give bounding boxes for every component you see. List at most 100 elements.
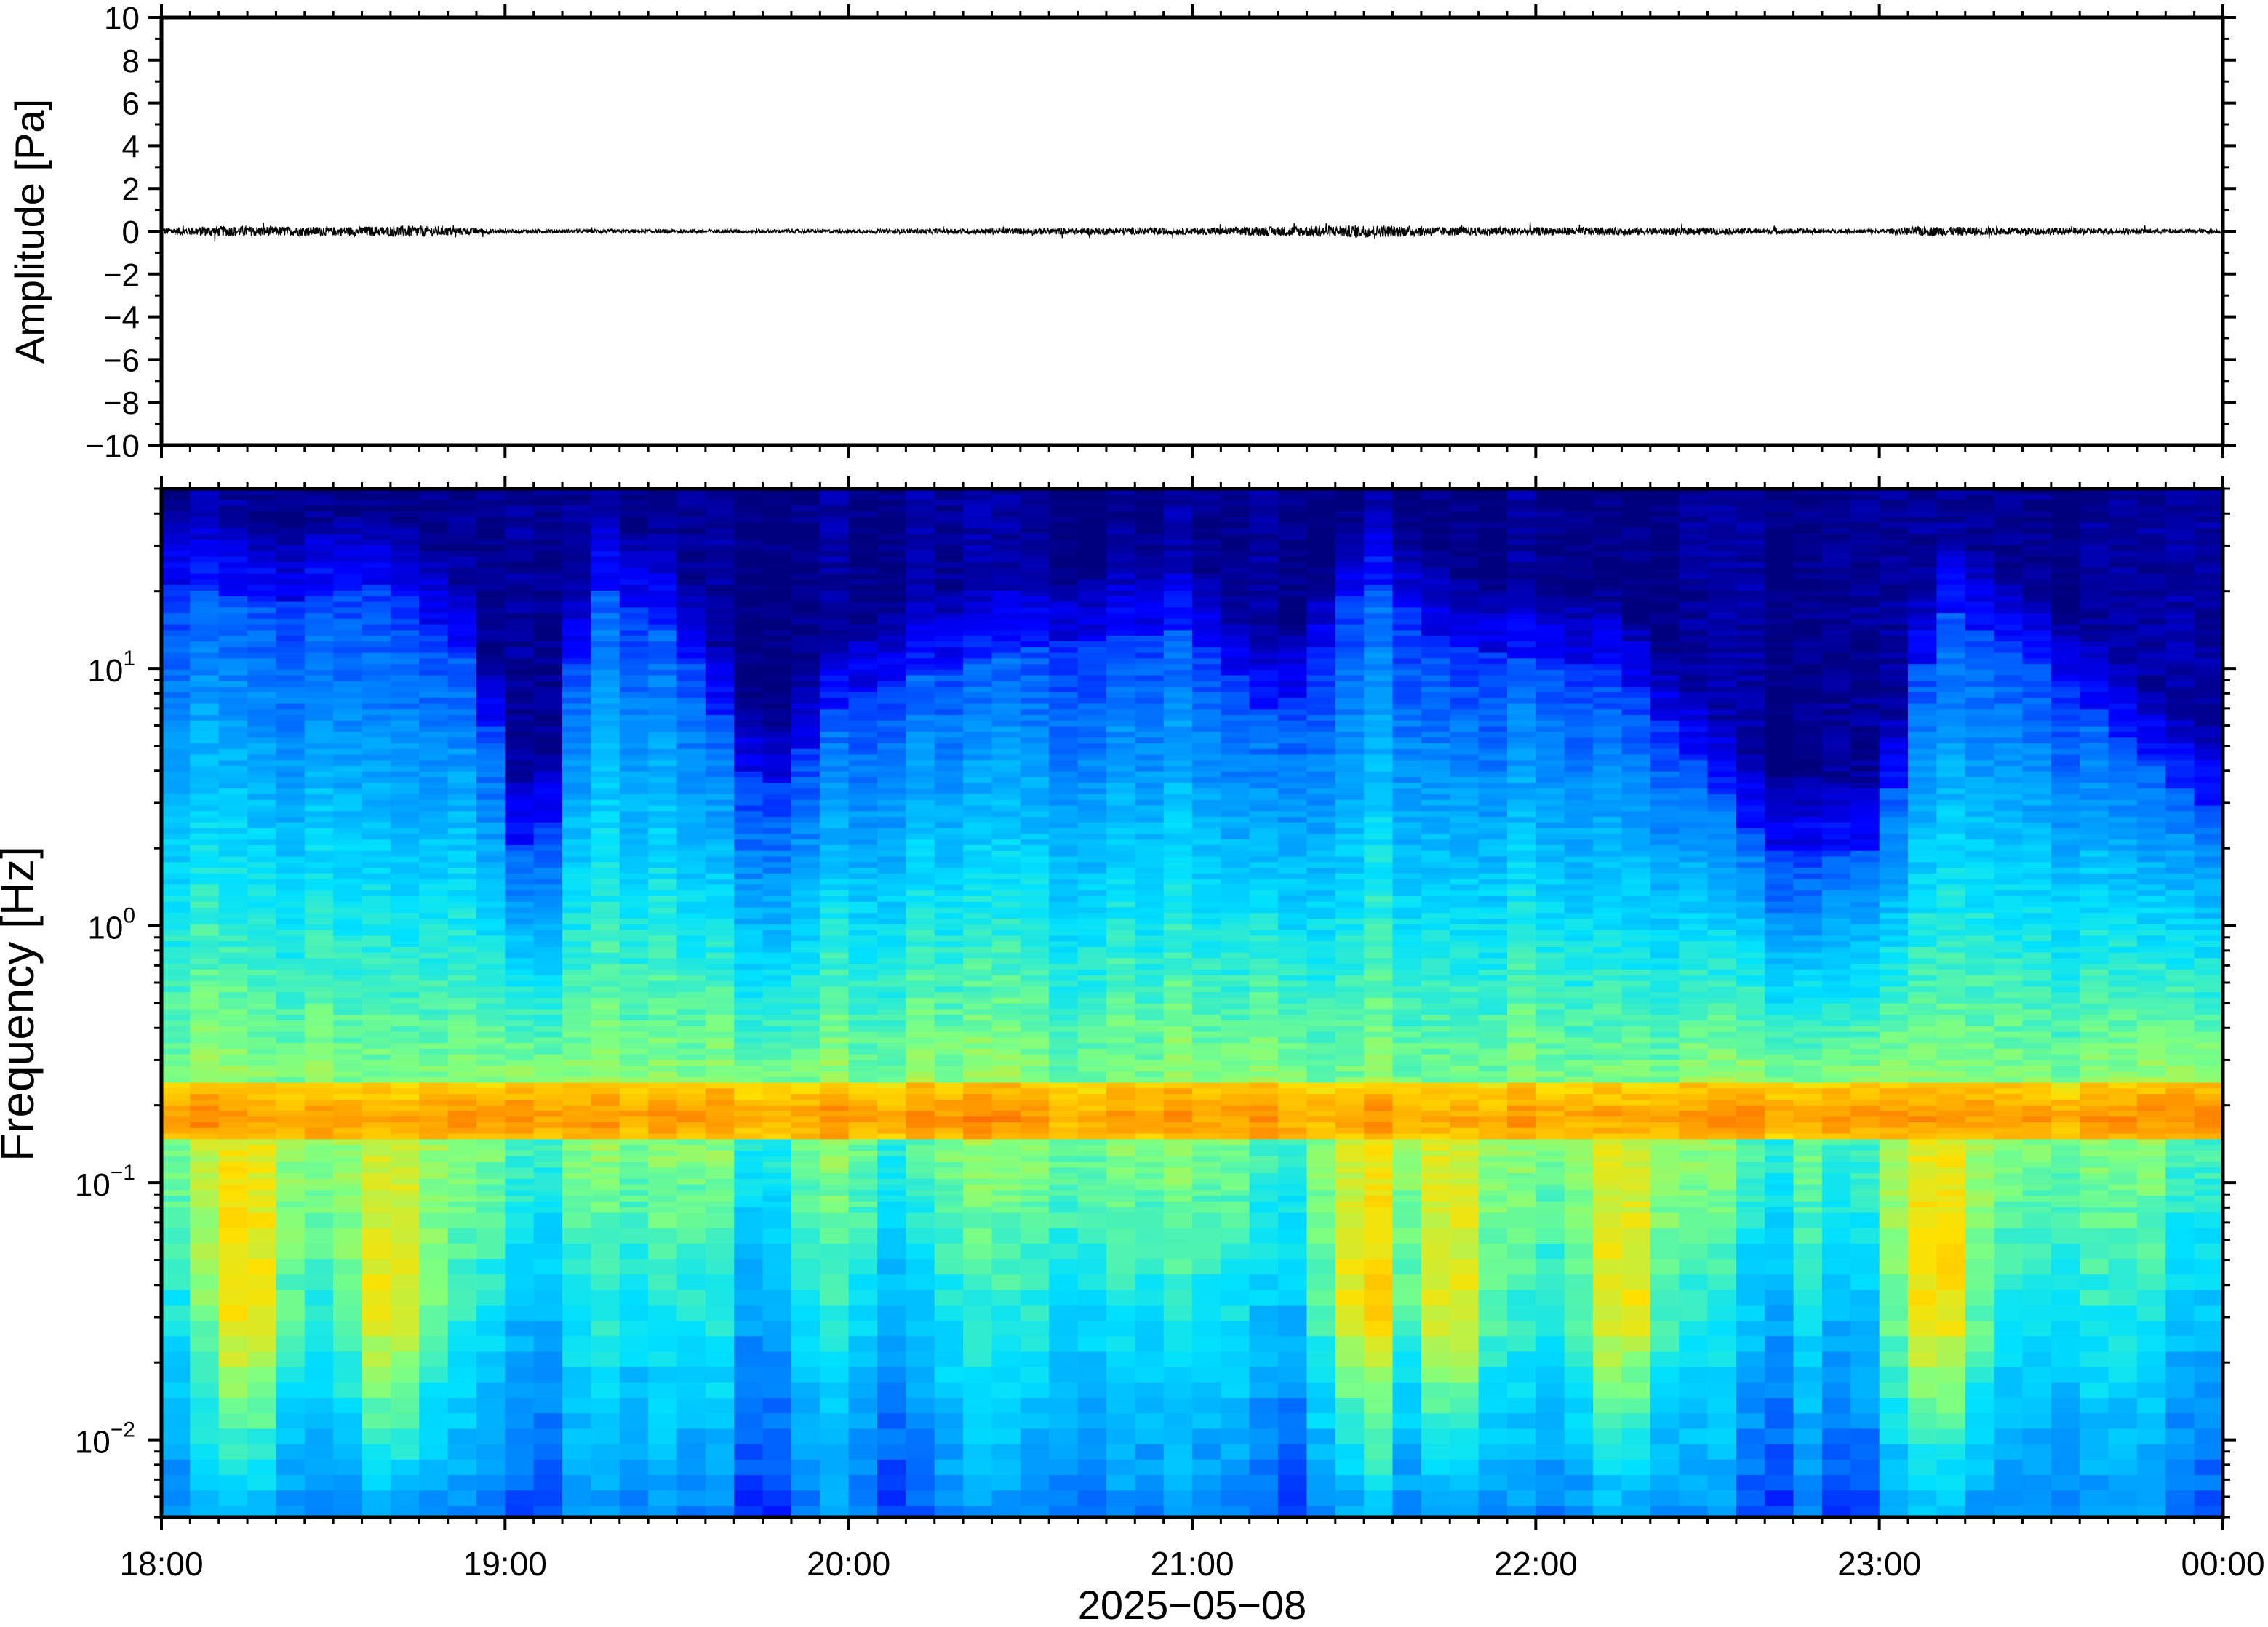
spectrogram-cell: [906, 1259, 935, 1275]
spectrogram-cell: [190, 1032, 219, 1038]
spectrogram-cell: [161, 676, 191, 681]
spectrogram-cell: [276, 1413, 305, 1429]
spectrogram-cell: [677, 523, 706, 529]
spectrogram-cell: [247, 986, 276, 992]
spectrogram-cell: [591, 941, 620, 947]
spectrogram-cell: [820, 607, 849, 613]
spectrogram-cell: [991, 1145, 1021, 1151]
spectrogram-cell: [991, 1306, 1021, 1322]
spectrogram-cell: [391, 817, 420, 823]
spectrogram-cell: [1049, 1071, 1078, 1077]
spectrogram-cell: [820, 1122, 849, 1128]
spectrogram-cell: [763, 896, 792, 902]
spectrogram-cell: [362, 1306, 391, 1322]
spectrogram-cell: [1049, 670, 1078, 676]
spectrogram-cell: [791, 958, 820, 964]
spectrogram-cell: [161, 1428, 191, 1444]
spectrogram-cell: [1049, 874, 1078, 879]
spectrogram-cell: [562, 896, 591, 902]
spectrogram-cell: [591, 698, 620, 704]
spectrogram-cell: [190, 630, 219, 636]
spectrogram-cell: [591, 783, 620, 788]
spectrogram-cell: [591, 1071, 620, 1077]
spectrogram-cell: [991, 1173, 1021, 1179]
spectrogram-cell: [734, 930, 763, 936]
spectrogram-cell: [219, 1212, 248, 1228]
spectrogram-cell: [305, 607, 334, 613]
spectrogram-cell: [620, 851, 649, 857]
spectrogram-cell: [1021, 670, 1050, 676]
spectrogram-cell: [706, 681, 735, 687]
spectrogram-cell: [791, 619, 820, 625]
spectrogram-cell: [963, 986, 992, 992]
spectrogram-cell: [247, 992, 276, 998]
spectrogram-cell: [247, 1460, 276, 1476]
spectrogram-cell: [534, 834, 563, 839]
spectrogram-cell: [877, 1190, 906, 1196]
spectrogram-cell: [849, 919, 878, 924]
spectrogram-cell: [419, 1351, 448, 1367]
spectrogram-cell: [991, 896, 1021, 902]
spectrogram-cell: [161, 1122, 191, 1128]
spectrogram-cell: [562, 981, 591, 987]
spectrogram-cell: [991, 1274, 1021, 1290]
spectrogram-cell: [534, 1015, 563, 1020]
spectrogram-cell: [820, 630, 849, 636]
spectrogram-cell: [247, 495, 276, 500]
spectrogram-cell: [190, 1202, 219, 1207]
spectrogram-cell: [219, 834, 248, 839]
spectrogram-cell: [963, 811, 992, 817]
spectrogram-cell: [991, 884, 1021, 890]
spectrogram-cell: [391, 511, 420, 517]
spectrogram-cell: [991, 749, 1021, 755]
spectrogram-cell: [448, 743, 477, 749]
spectrogram-cell: [247, 884, 276, 890]
spectrogram-cell: [448, 641, 477, 647]
spectrogram-cell: [648, 1083, 677, 1089]
spectrogram-cell: [247, 935, 276, 941]
spectrogram-cell: [706, 579, 735, 585]
spectrogram-cell: [505, 1162, 534, 1167]
spectrogram-cell: [1049, 1088, 1078, 1094]
spectrogram-cell: [1078, 681, 1107, 687]
spectrogram-cell: [161, 534, 191, 540]
spectrogram-cell: [849, 1009, 878, 1015]
spectrogram-cell: [1021, 636, 1050, 641]
spectrogram-cell: [276, 511, 305, 517]
spectrogram-cell: [1049, 511, 1078, 517]
spectrogram-cell: [906, 591, 935, 596]
spectrogram-cell: [190, 1094, 219, 1100]
spectrogram-cell: [849, 607, 878, 613]
spectrogram-cell: [734, 783, 763, 788]
spectrogram-cell: [391, 641, 420, 647]
spectrogram-cell: [247, 1475, 276, 1491]
spectrogram-cell: [991, 664, 1021, 670]
spectrogram-cell: [1049, 1009, 1078, 1015]
spectrogram-cell: [791, 1032, 820, 1038]
spectrogram-cell: [219, 500, 248, 506]
spectrogram-cell: [534, 556, 563, 562]
spectrogram-cell: [849, 676, 878, 681]
spectrogram-cell: [448, 692, 477, 698]
spectrogram-cell: [906, 630, 935, 636]
spectrogram-cell: [448, 1139, 477, 1145]
spectrogram-cell: [820, 862, 849, 868]
spectrogram-cell: [935, 896, 964, 902]
spectrogram-cell: [247, 1383, 276, 1399]
spectrogram-cell: [305, 760, 334, 766]
spectrogram-cell: [448, 1106, 477, 1111]
spectrogram-cell: [1021, 1145, 1050, 1151]
spectrogram-cell: [562, 585, 591, 591]
spectrogram-cell: [935, 692, 964, 698]
spectrogram-cell: [534, 704, 563, 710]
spectrogram-cell: [820, 1071, 849, 1077]
spectrogram-cell: [333, 874, 362, 879]
spectrogram-cell: [648, 1428, 677, 1444]
spectrogram-cell: [305, 653, 334, 659]
spectrogram-cell: [534, 902, 563, 908]
spectrogram-cell: [963, 1037, 992, 1043]
spectrogram-cell: [333, 743, 362, 749]
spectrogram-cell: [276, 704, 305, 710]
spectrogram-cell: [935, 924, 964, 930]
spectrogram-cell: [448, 1122, 477, 1128]
